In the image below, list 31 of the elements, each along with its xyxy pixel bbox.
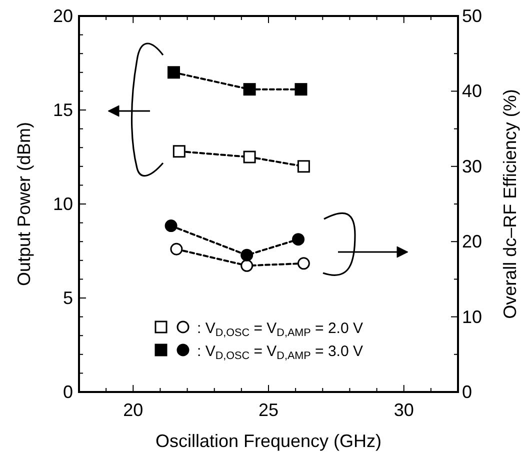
point <box>240 248 254 262</box>
legend-label: : V$_{D,OSC}$ = V$_{D,AMP}$ = 3.0 V <box>197 343 363 362</box>
point <box>297 257 310 270</box>
y2-tick-label: 50 <box>462 6 482 26</box>
y2-tick-label: 20 <box>462 232 482 252</box>
y-tick-label: 20 <box>52 6 73 26</box>
y-tick-label: 10 <box>52 194 73 214</box>
point <box>294 83 308 96</box>
y2-tick-label: 10 <box>462 306 482 327</box>
x-tick-label: 30 <box>394 400 414 420</box>
y2-tick-label: 30 <box>462 156 482 176</box>
y-tick-label: 5 <box>62 288 73 308</box>
y2-tick-label: 40 <box>462 81 482 102</box>
point <box>168 66 180 79</box>
legend-label: : V$_{D,OSC}$ = V$_{D,AMP}$ = 2.0 V <box>197 320 363 339</box>
x-tick-label: 25 <box>258 400 279 420</box>
point <box>243 83 256 96</box>
y2-tick-label: 0 <box>462 382 472 402</box>
y-tick-label: 0 <box>62 382 73 402</box>
y-tick-label: 15 <box>52 100 73 120</box>
y2-axis-title: Overall dc–RF Efficiency (%) <box>500 89 520 319</box>
point <box>164 220 178 232</box>
point <box>172 145 186 158</box>
point <box>292 233 305 246</box>
y-axis-title: Output Power (dBm) <box>14 122 34 286</box>
point <box>297 160 310 173</box>
x-tick-label: 20 <box>123 400 144 420</box>
x-axis-title: Oscillation Frequency (GHz) <box>155 431 382 451</box>
point <box>243 150 256 164</box>
point <box>170 242 183 256</box>
point <box>240 259 254 272</box>
